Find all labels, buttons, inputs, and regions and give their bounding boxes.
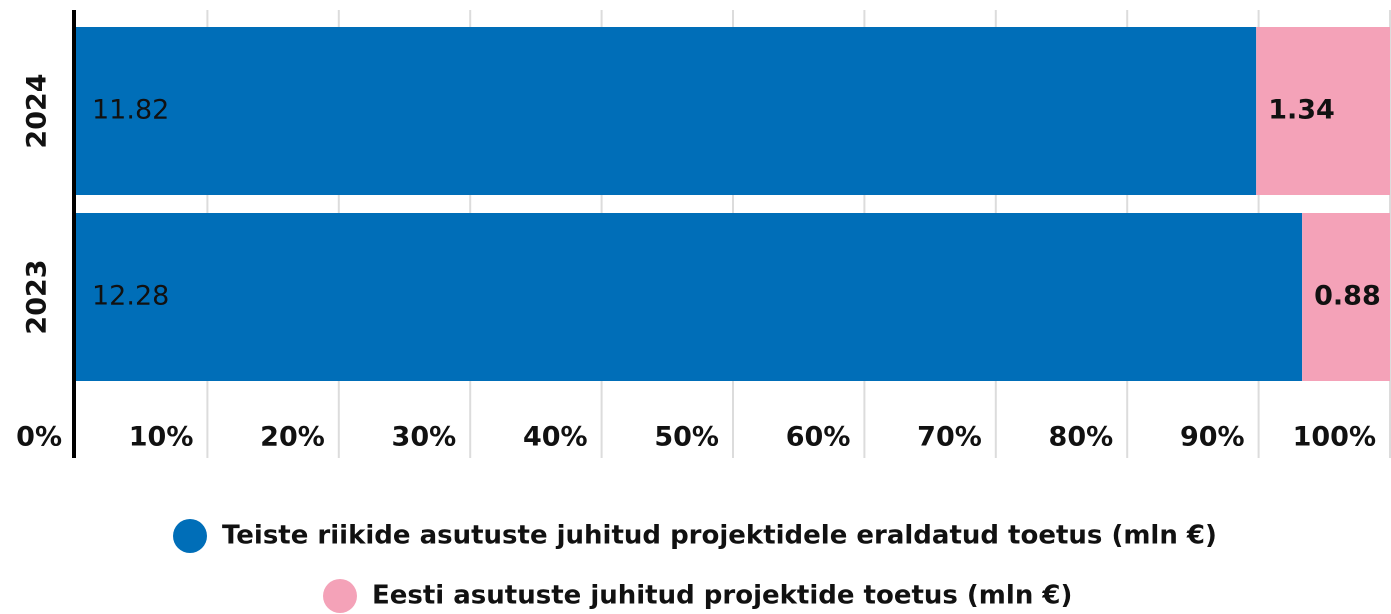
x-tick-label: 50% bbox=[654, 422, 719, 453]
data-label: 12.28 bbox=[92, 281, 169, 312]
bar-segment bbox=[1302, 213, 1390, 381]
x-tick-label: 90% bbox=[1180, 422, 1245, 453]
x-tick-label: 20% bbox=[260, 422, 325, 453]
legend-marker bbox=[323, 579, 357, 613]
bar-segment bbox=[76, 213, 1303, 381]
x-tick-label: 30% bbox=[392, 422, 457, 453]
legend-label: Eesti asutuste juhitud projektide toetus… bbox=[372, 581, 1072, 611]
y-tick-label: 2023 bbox=[22, 259, 53, 334]
data-label: 0.88 bbox=[1314, 281, 1381, 312]
data-label: 1.34 bbox=[1268, 95, 1335, 126]
x-tick-label: 10% bbox=[129, 422, 194, 453]
legend-label: Teiste riikide asutuste juhitud projekti… bbox=[222, 521, 1217, 551]
x-tick-label: 0% bbox=[16, 422, 62, 453]
y-tick-label: 2024 bbox=[22, 73, 53, 148]
x-tick-label: 40% bbox=[523, 422, 588, 453]
x-tick-label: 70% bbox=[917, 422, 982, 453]
bar-segment bbox=[1256, 27, 1390, 195]
bar-segment bbox=[76, 27, 1257, 195]
x-tick-label: 60% bbox=[786, 422, 851, 453]
x-tick-label: 100% bbox=[1293, 422, 1376, 453]
x-tick-label: 80% bbox=[1049, 422, 1114, 453]
data-label: 11.82 bbox=[92, 95, 169, 126]
legend-marker bbox=[173, 519, 207, 553]
